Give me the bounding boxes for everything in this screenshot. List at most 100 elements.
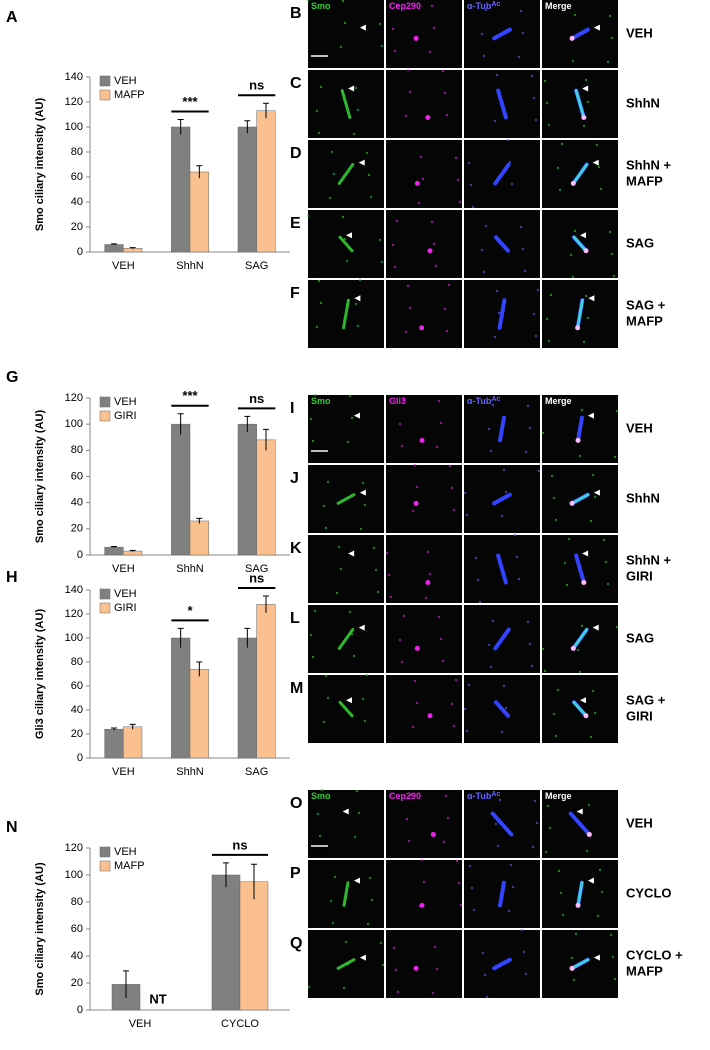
speckle xyxy=(339,567,343,571)
speckle xyxy=(387,573,391,577)
speckle xyxy=(430,4,434,8)
cilium xyxy=(492,27,512,41)
speckle xyxy=(593,495,597,499)
error-bar xyxy=(111,727,117,731)
channel-label: Merge xyxy=(545,396,572,406)
speckle xyxy=(480,32,484,36)
speckle xyxy=(552,496,556,500)
x-tick-label: VEH xyxy=(129,1018,152,1030)
panel-label: Q xyxy=(290,935,302,952)
channel-label: α-TubAc xyxy=(467,396,500,407)
speckle xyxy=(507,909,511,913)
speckle xyxy=(560,142,564,146)
error-bar xyxy=(196,661,203,677)
bar xyxy=(171,637,191,759)
speckle xyxy=(610,36,614,40)
channel-sup: Ac xyxy=(491,791,500,798)
error-bar xyxy=(263,102,269,119)
speckle xyxy=(502,468,506,472)
speckle xyxy=(380,260,384,264)
speckle xyxy=(546,804,550,808)
speckle xyxy=(431,991,435,995)
bar xyxy=(171,126,191,253)
arrowhead xyxy=(587,412,594,419)
micrograph xyxy=(386,140,462,208)
cilium xyxy=(490,811,514,837)
speckle xyxy=(441,69,445,73)
y-tick-label: 20 xyxy=(71,221,83,233)
value-label: NT xyxy=(149,991,166,1006)
speckle xyxy=(381,963,385,967)
speckle xyxy=(563,561,567,565)
speckle xyxy=(394,968,398,972)
speckle xyxy=(341,0,345,3)
speckle xyxy=(428,50,432,54)
speckle xyxy=(567,537,571,541)
channel-label: α-TubAc xyxy=(467,1,500,12)
speckle xyxy=(380,44,384,48)
y-tick-label: 0 xyxy=(77,1004,83,1016)
speckle xyxy=(541,431,545,435)
legend-swatch xyxy=(99,396,111,408)
speckle xyxy=(467,161,471,165)
micrograph xyxy=(386,0,462,68)
speckle xyxy=(363,719,367,723)
error-bar xyxy=(263,428,269,451)
y-tick-label: 40 xyxy=(71,704,83,716)
y-tick-label: 20 xyxy=(71,728,83,740)
y-tick-label: 40 xyxy=(71,497,83,509)
speckle xyxy=(413,463,417,467)
arrowhead xyxy=(348,85,355,92)
speckle xyxy=(452,724,456,728)
speckle xyxy=(417,201,421,205)
speckle xyxy=(400,660,404,664)
speckle xyxy=(372,546,376,550)
speckle xyxy=(595,143,599,147)
speckle xyxy=(606,60,610,64)
cilium-smo xyxy=(571,628,589,650)
condition-label: MAFP xyxy=(626,313,663,328)
speckle xyxy=(467,683,471,687)
basal-body xyxy=(413,500,419,506)
speckle xyxy=(613,455,617,459)
y-axis-label: Smo ciliary intensity (AU) xyxy=(34,862,46,996)
speckle xyxy=(536,288,540,292)
panel-label: L xyxy=(290,610,300,627)
speckle xyxy=(574,932,578,936)
speckle xyxy=(534,334,538,338)
y-tick-label: 60 xyxy=(71,923,83,935)
speckle xyxy=(482,270,486,274)
speckle xyxy=(544,850,548,854)
arrowhead xyxy=(592,624,599,631)
speckle xyxy=(422,880,426,884)
speckle xyxy=(530,74,534,78)
legend-label: VEH xyxy=(114,75,137,87)
speckle xyxy=(320,788,324,792)
speckle xyxy=(435,967,439,971)
error-bar xyxy=(111,545,117,548)
speckle xyxy=(532,312,536,316)
y-tick-label: 80 xyxy=(71,656,83,668)
speckle xyxy=(404,330,408,334)
speckle xyxy=(398,638,402,642)
speckle xyxy=(493,119,497,123)
speckle xyxy=(309,417,313,421)
speckle xyxy=(519,225,523,229)
y-tick-label: 100 xyxy=(65,869,83,881)
cilium xyxy=(498,415,506,443)
significance: * xyxy=(187,603,193,618)
basal-body xyxy=(419,325,425,331)
legend-swatch xyxy=(99,410,111,422)
y-axis-label: Smo ciliary intensity (AU) xyxy=(34,410,46,544)
speckle xyxy=(494,822,498,826)
channel-label: Gli3 xyxy=(389,396,406,406)
speckle xyxy=(528,642,532,646)
basal-body xyxy=(419,437,425,443)
speckle xyxy=(526,404,530,408)
speckle xyxy=(454,156,458,160)
arrowhead xyxy=(580,697,587,704)
significance: *** xyxy=(182,388,198,403)
basal-body xyxy=(419,902,425,908)
speckle xyxy=(345,259,349,263)
speckle xyxy=(524,450,528,454)
